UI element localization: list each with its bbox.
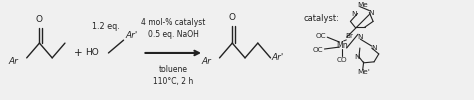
Text: N: N xyxy=(357,34,363,40)
Text: OC: OC xyxy=(312,47,323,53)
Text: OC: OC xyxy=(315,33,326,39)
Text: O: O xyxy=(229,13,236,22)
Text: Me': Me' xyxy=(357,69,370,75)
Text: N: N xyxy=(354,54,359,60)
Text: +: + xyxy=(74,48,83,58)
Text: N: N xyxy=(351,10,356,16)
Text: CO: CO xyxy=(337,57,347,63)
Text: Ar': Ar' xyxy=(125,31,137,40)
Text: N: N xyxy=(368,10,374,16)
Text: N: N xyxy=(371,45,377,51)
Text: catalyst:: catalyst: xyxy=(303,14,339,23)
Text: Br: Br xyxy=(346,33,354,39)
Text: O: O xyxy=(36,15,43,24)
Text: 0.5 eq. NaOH: 0.5 eq. NaOH xyxy=(148,30,199,39)
Text: HO: HO xyxy=(85,48,99,58)
Text: Ar': Ar' xyxy=(272,53,284,62)
Text: toluene: toluene xyxy=(159,65,188,74)
Text: Ar: Ar xyxy=(9,57,18,66)
Text: Mn: Mn xyxy=(336,41,348,50)
Text: Me: Me xyxy=(357,2,368,8)
Text: 4 mol-% catalyst: 4 mol-% catalyst xyxy=(141,18,205,27)
Text: 110°C, 2 h: 110°C, 2 h xyxy=(153,77,193,86)
Text: 1.2 eq.: 1.2 eq. xyxy=(92,22,119,31)
Text: Ar: Ar xyxy=(201,57,211,66)
